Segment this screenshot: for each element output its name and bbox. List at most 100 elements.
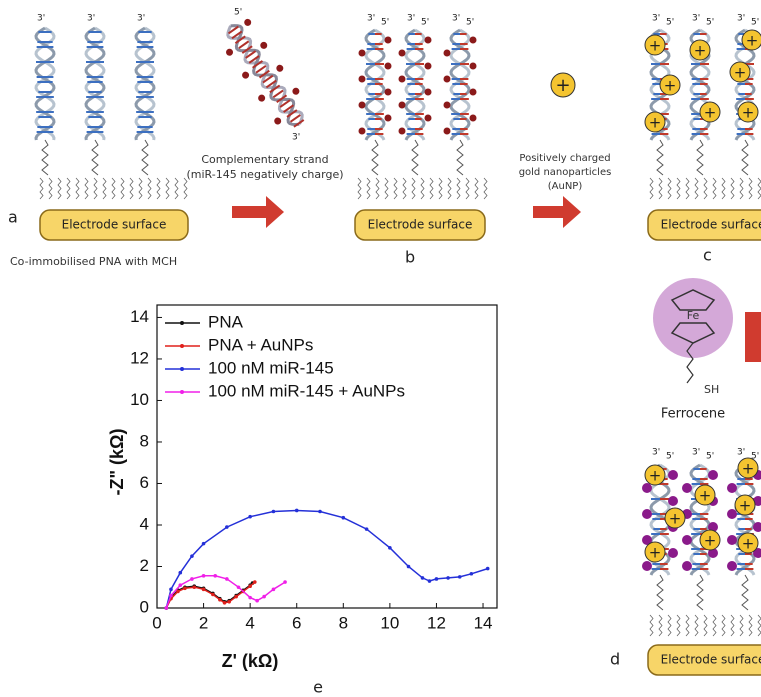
end-label: 3' bbox=[37, 14, 45, 24]
x-tick-label: 0 bbox=[152, 613, 161, 632]
legend-label: 100 nM miR-145 + AuNPs bbox=[208, 381, 405, 400]
mch bbox=[730, 614, 735, 637]
caption: gold nanoparticles bbox=[519, 167, 612, 178]
charge bbox=[424, 88, 432, 96]
charge bbox=[358, 101, 366, 109]
linker bbox=[141, 139, 149, 176]
charge bbox=[398, 49, 406, 57]
charge bbox=[642, 535, 652, 545]
charge bbox=[424, 114, 432, 122]
end-label: 3' bbox=[652, 14, 660, 24]
electrode bbox=[39, 209, 189, 241]
point bbox=[234, 594, 238, 599]
point bbox=[485, 566, 490, 571]
linker bbox=[41, 139, 49, 176]
mch bbox=[57, 177, 62, 200]
end-label: 3' bbox=[692, 14, 700, 24]
arrow bbox=[533, 196, 581, 228]
point bbox=[469, 571, 474, 576]
charge bbox=[668, 496, 678, 506]
point bbox=[427, 579, 432, 583]
charge bbox=[642, 561, 652, 571]
ring bbox=[670, 289, 716, 311]
mch bbox=[676, 177, 681, 200]
mch bbox=[658, 177, 663, 200]
point bbox=[190, 554, 194, 558]
base bbox=[238, 40, 250, 49]
panel-label: b bbox=[405, 248, 415, 267]
end-label: 5' bbox=[234, 8, 242, 18]
plus-sign: + bbox=[694, 42, 707, 60]
linker bbox=[696, 139, 704, 176]
electrode-label: Electrode surface bbox=[368, 218, 473, 232]
point bbox=[420, 576, 425, 580]
plus-sign: + bbox=[699, 487, 712, 505]
end-label: 5' bbox=[421, 18, 429, 28]
end-label: 5' bbox=[706, 452, 714, 462]
mch bbox=[685, 614, 690, 637]
gold-nanoparticle bbox=[699, 529, 721, 551]
gold-nanoparticle bbox=[550, 72, 576, 98]
mch bbox=[138, 177, 143, 200]
end-label: 5' bbox=[466, 18, 474, 28]
mch bbox=[156, 177, 161, 200]
arrow bbox=[745, 312, 761, 362]
end-label: 3' bbox=[692, 448, 700, 458]
electrode-label: Electrode surface bbox=[62, 218, 167, 232]
point bbox=[271, 587, 276, 592]
electrode-label: Electrode surface bbox=[661, 218, 761, 232]
mch bbox=[649, 177, 654, 200]
mch bbox=[730, 177, 735, 200]
caption: Complementary strand bbox=[201, 153, 328, 166]
charge bbox=[443, 75, 451, 83]
legend-marker bbox=[180, 390, 184, 394]
point bbox=[283, 580, 287, 584]
panel-label: d bbox=[610, 650, 620, 669]
linker bbox=[371, 139, 379, 176]
legend-marker bbox=[180, 321, 184, 325]
point bbox=[227, 599, 231, 604]
plus-sign: + bbox=[649, 114, 662, 132]
linker bbox=[696, 574, 704, 611]
end-label: 5' bbox=[381, 18, 389, 28]
plus-sign: + bbox=[669, 510, 682, 528]
point bbox=[388, 546, 392, 550]
charge bbox=[443, 127, 451, 135]
mch bbox=[111, 177, 116, 200]
x-tick-label: 4 bbox=[245, 613, 254, 632]
point bbox=[262, 594, 266, 599]
end-label: 3' bbox=[367, 14, 375, 24]
mch bbox=[183, 177, 188, 200]
charge bbox=[424, 36, 432, 44]
charge bbox=[398, 101, 406, 109]
point bbox=[341, 515, 346, 520]
mch bbox=[147, 177, 152, 200]
charge bbox=[258, 94, 266, 102]
point bbox=[176, 589, 180, 594]
charge bbox=[398, 75, 406, 83]
mch bbox=[420, 177, 425, 200]
point bbox=[201, 574, 206, 578]
end-label: 3' bbox=[292, 133, 300, 143]
point bbox=[201, 541, 206, 546]
charge bbox=[226, 48, 234, 56]
plus-sign: + bbox=[704, 532, 717, 550]
panel-label: a bbox=[8, 208, 18, 227]
charge bbox=[244, 18, 252, 26]
gold-nanoparticle bbox=[644, 111, 666, 133]
legend-label: PNA bbox=[208, 312, 244, 331]
panel-label: e bbox=[313, 678, 323, 697]
point bbox=[446, 576, 450, 580]
mch bbox=[174, 177, 179, 200]
linker bbox=[411, 139, 419, 176]
gold-nanoparticle bbox=[741, 29, 761, 51]
electrode bbox=[354, 209, 486, 241]
charge bbox=[443, 49, 451, 57]
mch bbox=[483, 177, 488, 200]
mch bbox=[739, 614, 744, 637]
base bbox=[272, 89, 284, 99]
x-axis-title: Z' (kΩ) bbox=[222, 651, 279, 671]
legend-label: PNA + AuNPs bbox=[208, 335, 313, 354]
mch bbox=[712, 177, 717, 200]
